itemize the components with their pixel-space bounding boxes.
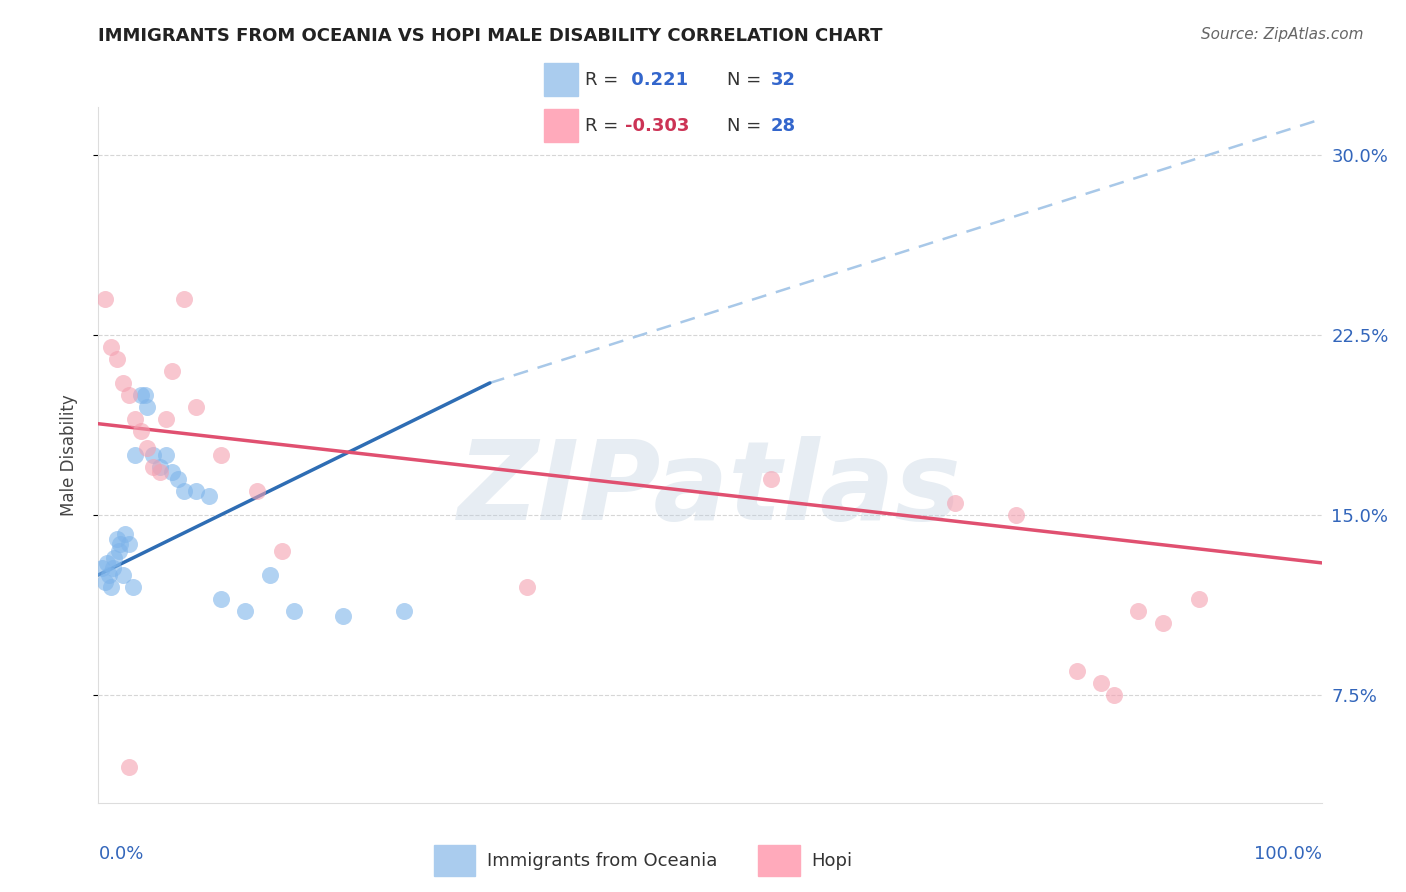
Point xyxy=(332,608,354,623)
Point xyxy=(142,448,165,462)
Point xyxy=(186,400,208,414)
Point xyxy=(91,560,114,574)
Point xyxy=(209,448,232,462)
Point xyxy=(98,567,121,582)
Point xyxy=(259,567,281,582)
Point xyxy=(93,575,115,590)
Point xyxy=(173,292,195,306)
Point xyxy=(209,591,232,606)
Point xyxy=(155,448,177,462)
Text: IMMIGRANTS FROM OCEANIA VS HOPI MALE DISABILITY CORRELATION CHART: IMMIGRANTS FROM OCEANIA VS HOPI MALE DIS… xyxy=(98,27,883,45)
Point xyxy=(124,412,146,426)
Point xyxy=(1152,615,1174,630)
Point xyxy=(142,459,165,474)
Point xyxy=(93,292,115,306)
Point xyxy=(392,604,416,618)
Point xyxy=(186,483,208,498)
Point xyxy=(160,364,183,378)
Text: Hopi: Hopi xyxy=(811,852,852,870)
Point xyxy=(134,388,156,402)
Point xyxy=(1066,664,1088,678)
FancyBboxPatch shape xyxy=(758,846,800,876)
Point xyxy=(121,580,143,594)
Point xyxy=(110,537,132,551)
Point xyxy=(167,472,190,486)
Y-axis label: Male Disability: Male Disability xyxy=(59,394,77,516)
Point xyxy=(1102,688,1125,702)
Point xyxy=(118,537,141,551)
Point xyxy=(114,527,136,541)
Point xyxy=(124,448,146,462)
Point xyxy=(1004,508,1026,522)
Point xyxy=(129,424,152,438)
Point xyxy=(270,544,294,558)
Text: 32: 32 xyxy=(770,71,796,89)
Point xyxy=(129,388,152,402)
Point xyxy=(118,388,141,402)
Point xyxy=(111,567,134,582)
Point xyxy=(149,459,172,474)
Point xyxy=(136,441,159,455)
Point xyxy=(118,760,141,774)
Point xyxy=(100,340,122,354)
Text: N =: N = xyxy=(727,71,766,89)
Point xyxy=(761,472,783,486)
Text: -0.303: -0.303 xyxy=(626,117,690,135)
Point xyxy=(155,412,177,426)
Text: 28: 28 xyxy=(770,117,796,135)
Point xyxy=(136,400,159,414)
Text: 0.0%: 0.0% xyxy=(98,845,143,863)
Point xyxy=(149,465,172,479)
Point xyxy=(96,556,118,570)
Point xyxy=(173,483,195,498)
Point xyxy=(1188,591,1211,606)
Point xyxy=(160,465,183,479)
Text: Source: ZipAtlas.com: Source: ZipAtlas.com xyxy=(1201,27,1364,42)
Text: Immigrants from Oceania: Immigrants from Oceania xyxy=(486,852,717,870)
Point xyxy=(246,483,269,498)
Point xyxy=(105,351,128,366)
Point xyxy=(1128,604,1150,618)
Text: ZIPatlas: ZIPatlas xyxy=(458,436,962,543)
Point xyxy=(103,551,125,566)
Point xyxy=(1090,676,1112,690)
Point xyxy=(100,580,122,594)
Point xyxy=(105,532,128,546)
Text: R =: R = xyxy=(585,117,624,135)
Text: 100.0%: 100.0% xyxy=(1254,845,1322,863)
Point xyxy=(516,580,538,594)
Point xyxy=(111,376,134,390)
Point xyxy=(943,496,966,510)
FancyBboxPatch shape xyxy=(544,110,578,142)
Text: 0.221: 0.221 xyxy=(626,71,689,89)
FancyBboxPatch shape xyxy=(433,846,475,876)
FancyBboxPatch shape xyxy=(544,63,578,95)
Point xyxy=(283,604,305,618)
Text: R =: R = xyxy=(585,71,624,89)
Point xyxy=(197,489,219,503)
Point xyxy=(101,560,124,574)
Text: N =: N = xyxy=(727,117,766,135)
Point xyxy=(108,544,131,558)
Point xyxy=(233,604,256,618)
